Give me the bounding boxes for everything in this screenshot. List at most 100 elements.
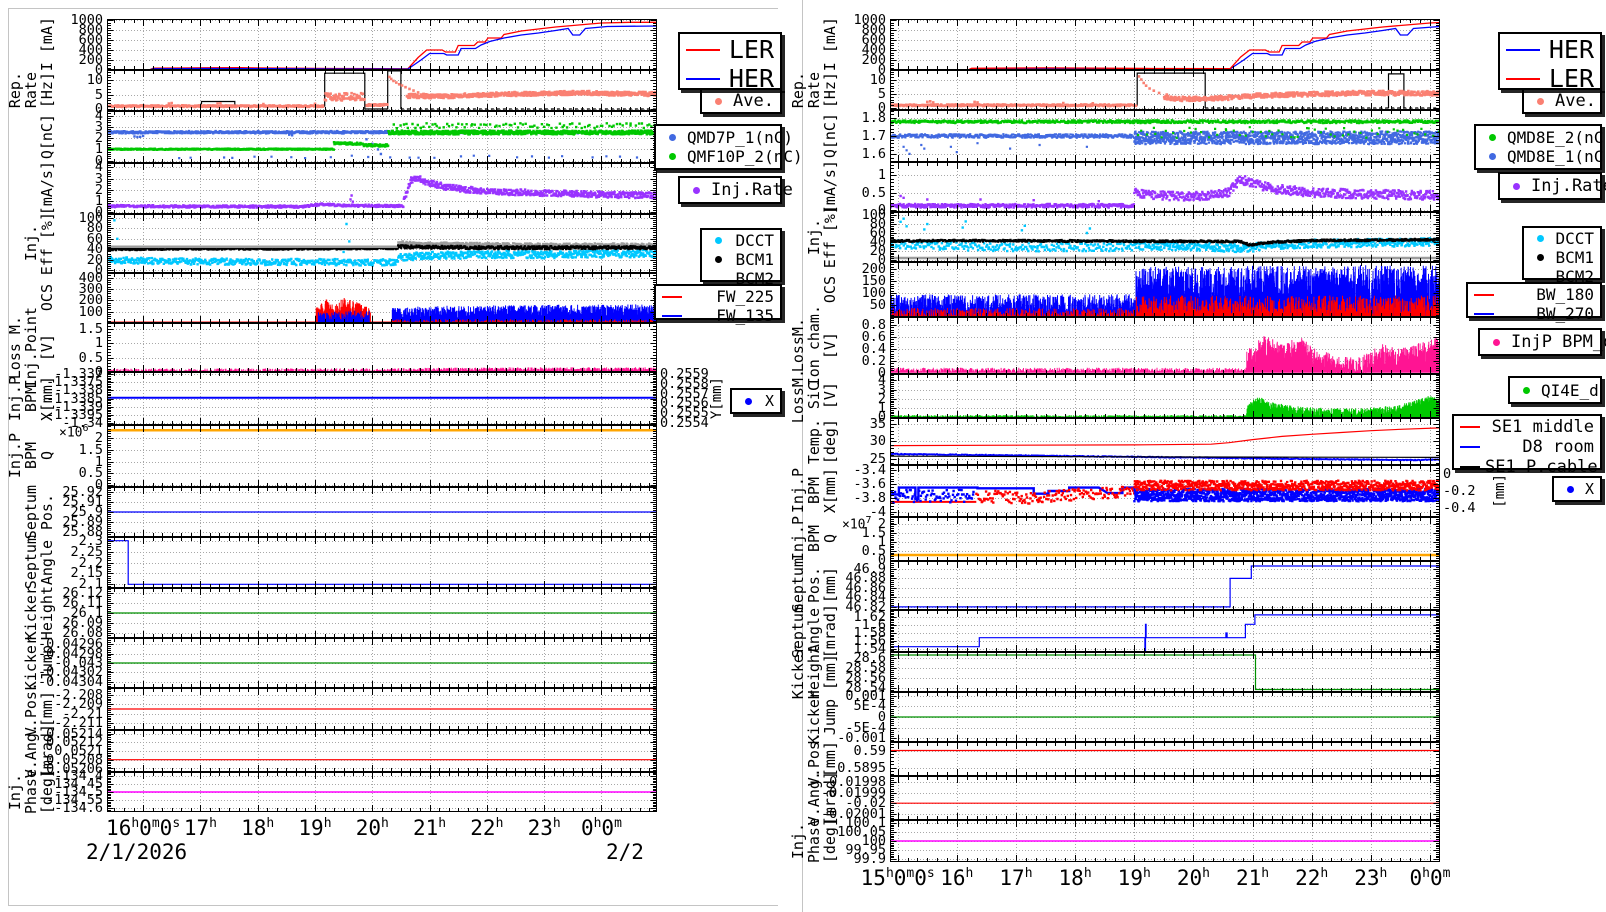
panel-left-charge[interactable] [107, 111, 657, 163]
axis-label: Jump [821, 698, 839, 736]
legend-beams[interactable]: LER HER [678, 32, 782, 93]
panel-right-kickheight[interactable] [890, 652, 1440, 692]
legend-temp[interactable]: SE1 middle D8 room SE1 P.cable [1452, 414, 1602, 477]
y-tick-label: 0 [877, 62, 886, 78]
y-tick-label: -0.01998 [820, 774, 886, 791]
y-tick-label: -1.3385 [46, 390, 103, 407]
axis-label: LossM. [789, 368, 807, 424]
axis-label: [V] [821, 331, 839, 360]
y-tick-label: 400 [78, 269, 103, 286]
legend-dot-marker [1480, 133, 1504, 141]
axis-label: Kicker [22, 585, 40, 641]
legend-charges[interactable]: QMD8E_2(nC) QMD8E_1(nC) [1474, 124, 1606, 170]
axis-label: BPM [22, 442, 40, 470]
panel-left-current[interactable] [107, 19, 657, 70]
legend-x[interactable]: X [730, 388, 782, 414]
axis-label: Pos. [805, 567, 823, 604]
legend-bw[interactable]: BW_180 BW_270 [1466, 282, 1602, 323]
x-tick-label: 20h [1176, 866, 1210, 890]
legend-injrate[interactable]: Inj.Rate [678, 176, 793, 204]
legend-eff[interactable]: DCCT BCM1 BCM2 [700, 228, 782, 288]
axis-exponent-label: ×107 [842, 515, 872, 533]
y-tick-label: 0.001 [845, 687, 886, 704]
panel-right-ioncham[interactable] [890, 317, 1440, 374]
panel-right-vpos[interactable] [890, 742, 1440, 776]
legend-injrate[interactable]: Inj.Rate [1498, 172, 1606, 200]
y-tick-label: 0 [94, 62, 103, 78]
legend-qi4e[interactable]: QI4E_d [1508, 376, 1602, 404]
panel-right-eff[interactable] [890, 212, 1440, 262]
panel-left-eff[interactable] [107, 214, 657, 273]
y-tick-label: 200 [861, 52, 886, 68]
x-tick-label: 21h [412, 816, 447, 840]
panel-left-injrate[interactable] [107, 163, 657, 214]
panel-right-phase[interactable] [890, 820, 1440, 862]
y-tick-label: -1.3375 [46, 374, 103, 391]
x-tick-label: 22h [470, 816, 504, 840]
panel-right-temp[interactable] [890, 418, 1440, 465]
canvas-frame-left [8, 8, 9, 905]
axis-label: [mm] [821, 567, 839, 604]
legend-beams[interactable]: HER LER [1498, 32, 1602, 93]
y-tick-label: -0.04302 [37, 664, 103, 681]
legend-dot-marker [736, 397, 760, 405]
legend-row: SE1 P.cable [1458, 457, 1598, 477]
legend-charges[interactable]: QMD7P_1(nC) QMF10P_2(nC) [654, 124, 803, 170]
panel-right-vang[interactable] [890, 776, 1440, 820]
axis-label: Q[nC] [38, 114, 56, 160]
panel-right-reprate[interactable] [890, 70, 1440, 110]
y-tick-label: 0 [94, 262, 103, 279]
legend-row: X [736, 392, 776, 410]
legend-fw[interactable]: FW_225 FW_135 [654, 284, 782, 325]
panel-right-charge[interactable] [890, 110, 1440, 162]
legend-eff[interactable]: DCCT BCM1 BCM2 [1522, 226, 1602, 286]
panel-right-kickjump[interactable] [890, 692, 1440, 742]
panel-right-ocs[interactable] [890, 262, 1440, 317]
panel-right-current[interactable] [890, 19, 1440, 70]
legend-dot-marker [1504, 182, 1528, 190]
y-tick-label: 1.5 [78, 441, 103, 458]
y-tick-label: 0 [877, 551, 886, 568]
right-y-tick-label: 0.2558 [660, 375, 709, 392]
axis-label: Inj.P [6, 433, 24, 479]
legend-row: QI4E_d [1514, 381, 1599, 400]
legend-injp-bpm[interactable]: InjP BPM_d [1478, 328, 1606, 356]
panel-left-vpos[interactable] [107, 688, 657, 730]
axis-label: BPM [805, 477, 823, 505]
panel-left-septpos[interactable] [107, 487, 657, 537]
panel-left-lossm[interactable] [107, 323, 657, 372]
panel-right-septang[interactable] [890, 610, 1440, 652]
axis-label: Ion cham. [805, 304, 823, 387]
legend-x[interactable]: X [1552, 476, 1602, 502]
legend-dot-marker [1528, 235, 1552, 242]
panel-left-kickheight[interactable] [107, 588, 657, 638]
legend-ave[interactable]: Ave. [700, 88, 782, 114]
x-tick-label: 17h [183, 816, 217, 840]
panel-left-reprate[interactable] [107, 70, 657, 111]
y-tick-label: 0 [94, 152, 103, 169]
panel-left-septang[interactable] [107, 537, 657, 588]
y-tick-label: -134.4 [54, 768, 103, 784]
panel-right-injrate[interactable] [890, 162, 1440, 212]
panel-left-bpmx[interactable] [107, 372, 657, 425]
panel-left-vang[interactable] [107, 730, 657, 772]
axis-label: Inj.P [6, 375, 24, 422]
axis-label: SiC [805, 382, 823, 410]
axis-label: Septum [22, 535, 40, 590]
legend-row: Ave. [1528, 91, 1596, 111]
panel-left-phase[interactable] [107, 772, 657, 812]
axis-label: LossM. [789, 318, 807, 373]
y-tick-label: 80 [869, 216, 886, 233]
panel-left-kickjump[interactable] [107, 638, 657, 688]
panel-right-sic[interactable] [890, 374, 1440, 418]
legend-dot-marker [660, 153, 684, 161]
y-tick-label: 20 [86, 251, 103, 268]
panel-left-bpmq[interactable] [107, 425, 657, 487]
legend-row: SE1 middle [1458, 417, 1596, 437]
panel-right-bpmx[interactable] [890, 465, 1440, 517]
axis-label: Temp. [805, 418, 823, 465]
panel-right-bpmq[interactable] [890, 517, 1440, 561]
legend-row: LER [684, 35, 776, 64]
panel-left-ocs[interactable] [107, 273, 657, 323]
panel-right-septpos[interactable] [890, 561, 1440, 610]
